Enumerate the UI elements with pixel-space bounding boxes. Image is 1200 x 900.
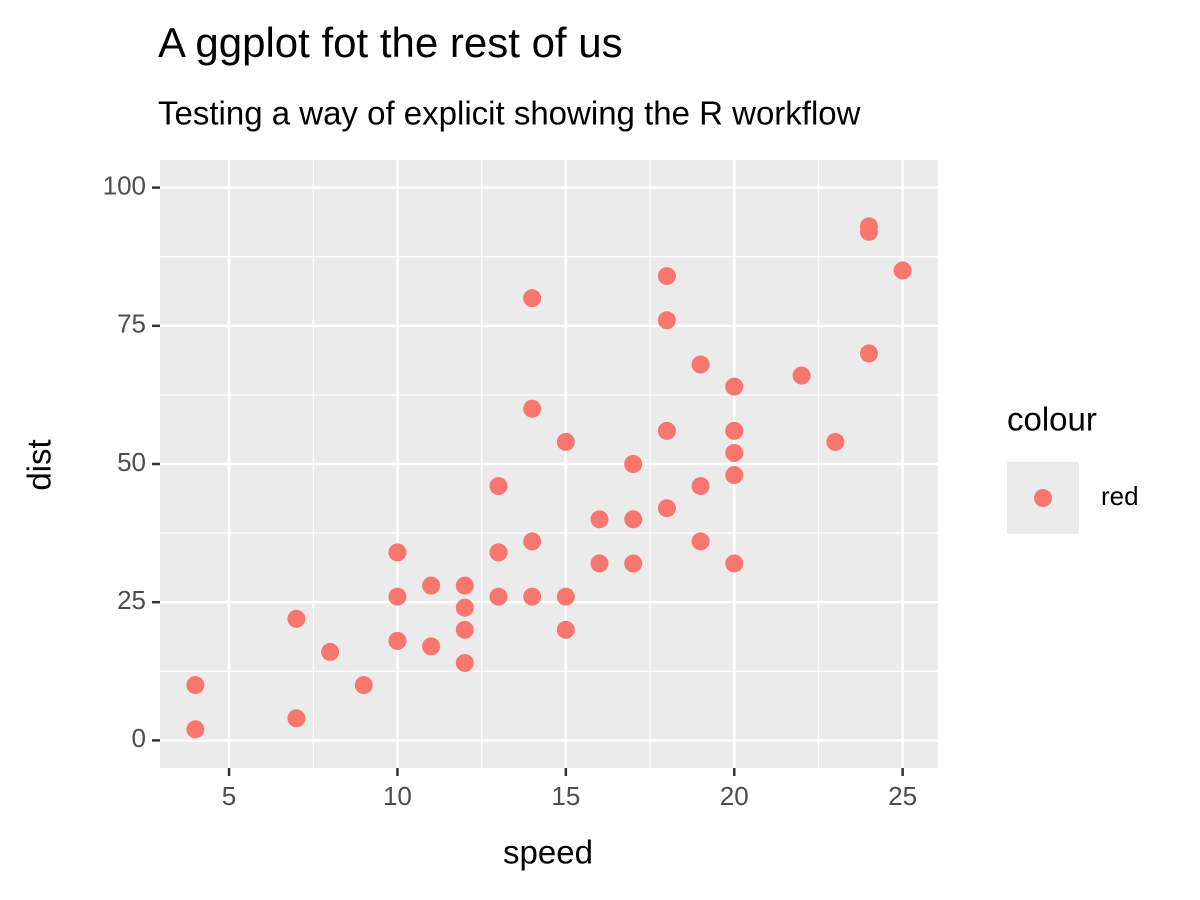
x-tick-label: 20 [720, 781, 749, 811]
point [556, 587, 575, 606]
point [455, 620, 474, 639]
point [455, 576, 474, 595]
point [388, 631, 407, 650]
point [523, 399, 542, 418]
x-tick-label: 10 [383, 781, 412, 811]
point [388, 543, 407, 562]
point [287, 709, 306, 728]
legend-point [1034, 489, 1052, 507]
point [893, 261, 912, 280]
point [691, 477, 710, 496]
chart-subtitle: Testing a way of explicit showing the R … [158, 95, 861, 132]
x-tick-label: 25 [888, 781, 917, 811]
point [556, 432, 575, 451]
point [725, 466, 744, 485]
point [624, 554, 643, 573]
point [792, 366, 811, 385]
point [186, 676, 205, 695]
point [657, 311, 676, 330]
x-axis-title: speed [503, 834, 593, 871]
point [657, 421, 676, 440]
point [725, 377, 744, 396]
point [624, 510, 643, 529]
point [859, 344, 878, 363]
point [489, 587, 508, 606]
point [287, 609, 306, 628]
x-tick-label: 15 [551, 781, 580, 811]
y-tick-label: 75 [117, 309, 146, 339]
point [725, 443, 744, 462]
legend-label: red [1101, 481, 1139, 511]
point [725, 421, 744, 440]
y-tick-label: 50 [117, 447, 146, 477]
point [556, 620, 575, 639]
y-tick-label: 25 [117, 585, 146, 615]
point [691, 532, 710, 551]
point [590, 554, 609, 573]
point [455, 653, 474, 672]
point [523, 587, 542, 606]
point [489, 477, 508, 496]
point [354, 676, 373, 695]
point [422, 637, 441, 656]
point [859, 217, 878, 236]
y-tick-label: 0 [132, 723, 146, 753]
y-tick-label: 100 [103, 171, 146, 201]
point [523, 532, 542, 551]
point [523, 289, 542, 308]
point [186, 720, 205, 739]
point [725, 554, 744, 573]
point [422, 576, 441, 595]
point [657, 499, 676, 518]
point [624, 455, 643, 473]
legend-title: colour [1007, 401, 1097, 438]
point [321, 642, 340, 661]
point [455, 598, 474, 617]
chart-title: A ggplot fot the rest of us [158, 19, 623, 66]
point [489, 543, 508, 562]
x-tick-label: 5 [222, 781, 236, 811]
point [826, 432, 845, 451]
y-axis-title: dist [21, 439, 58, 490]
point [691, 355, 710, 374]
point [590, 510, 609, 529]
point [657, 267, 676, 286]
point [388, 587, 407, 606]
